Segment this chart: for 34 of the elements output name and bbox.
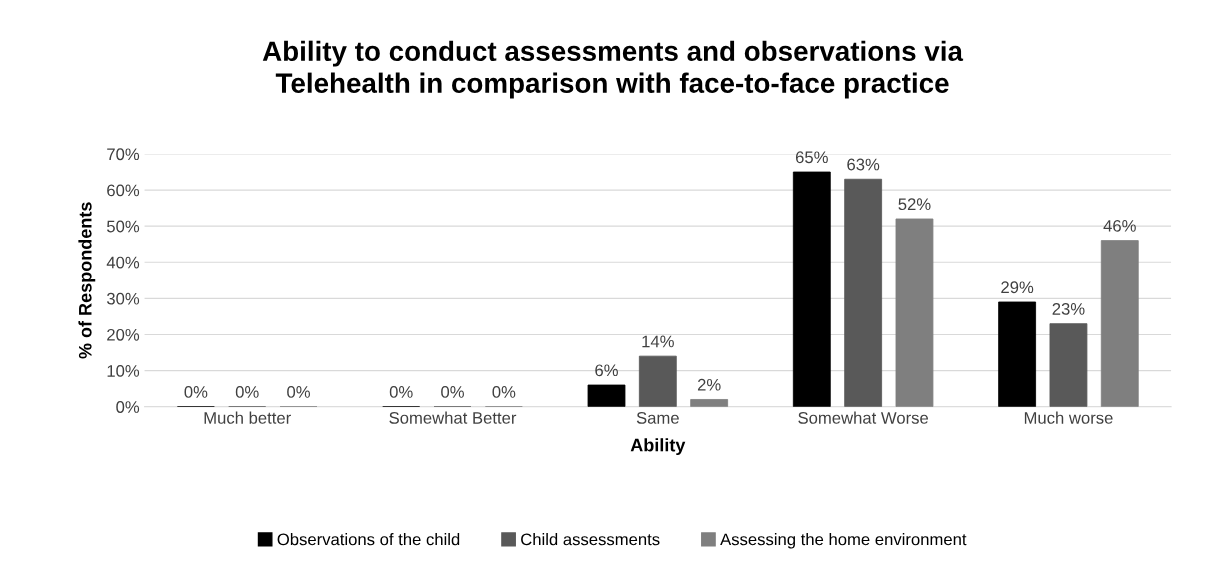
data-label: 0% <box>184 386 208 398</box>
y-tick-label: 40% <box>106 256 140 269</box>
y-tick-label: 60% <box>107 184 140 197</box>
data-label: 29% <box>1001 281 1034 294</box>
data-label: 23% <box>1052 303 1085 315</box>
data-label: 0% <box>287 386 310 398</box>
y-tick-label: 20% <box>107 328 140 341</box>
x-tick-label: Same <box>636 412 679 424</box>
data-label: 14% <box>642 335 674 348</box>
data-label: 0% <box>389 386 413 398</box>
x-tick-label: Much worse <box>1024 411 1113 424</box>
data-label: 65% <box>795 151 828 164</box>
y-tick-label: 10% <box>107 365 140 377</box>
data-label: 0% <box>235 386 259 398</box>
x-axis-title: Ability <box>630 438 686 456</box>
y-tick-label: 0% <box>116 401 140 413</box>
data-label: 2% <box>697 378 721 391</box>
legend-label: Observations of the child <box>277 533 460 546</box>
y-tick-label: 50% <box>107 220 140 233</box>
y-tick-label: 30% <box>106 292 140 305</box>
data-label: 6% <box>595 364 618 377</box>
data-label: 63% <box>847 158 880 171</box>
x-tick-label: Somewhat Better <box>389 411 517 424</box>
chart-title: Ability to conduct assessments and observations via Telehealth in comparison with face-to-face practice <box>262 40 964 99</box>
data-label: 46% <box>1103 219 1136 232</box>
x-tick-label: Somewhat Worse <box>798 411 929 424</box>
legend-label: Child assessments <box>521 533 660 546</box>
data-label: 0% <box>441 386 464 398</box>
data-label: 0% <box>492 386 516 398</box>
legend-label: Assessing the home environment <box>720 533 967 549</box>
x-tick-label: Much better <box>204 411 291 424</box>
y-axis-title: % of Respondents <box>78 202 96 359</box>
y-tick-label: 70% <box>107 148 140 161</box>
data-label: 52% <box>898 198 931 211</box>
